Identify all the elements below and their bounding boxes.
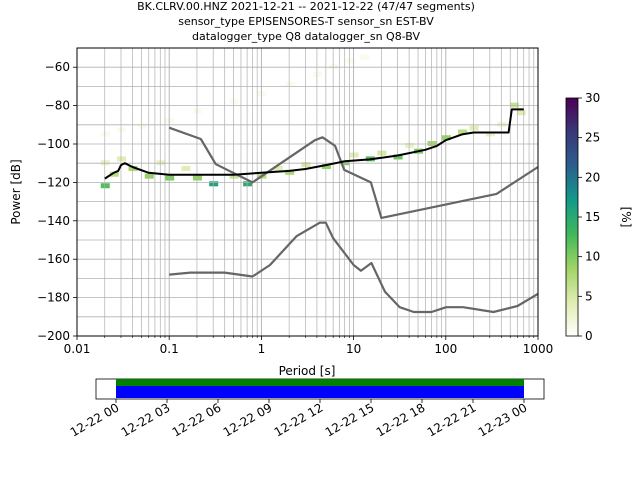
plot-area: 0.01 0.1 1 10 100 1000 −60 −80 −100 −120 −140 −160…: [37, 47, 554, 356]
density-cell-23: [229, 173, 239, 179]
density-cell-7: [285, 81, 295, 87]
density-cell-30: [340, 160, 350, 166]
coverage-tick-label: 12-22 00: [68, 400, 122, 439]
density-cell-13: [100, 183, 110, 189]
y-axis-label: Power [dB]: [9, 159, 23, 224]
density-cell-28: [301, 162, 311, 168]
density-cell-40: [469, 125, 479, 131]
colorbar-tick-label: 5: [585, 289, 593, 303]
x-axis-ticks: 0.01 0.1 1 10 100 1000: [64, 336, 554, 356]
colorbar-tick-label: 30: [585, 91, 600, 105]
density-cell-34: [393, 154, 403, 160]
colorbar-tick-label: 10: [585, 250, 600, 264]
density-cell-38: [441, 135, 451, 141]
chart-title-line-1: BK.CLRV.00.HNZ 2021-12-21 -- 2021-12-22 …: [137, 0, 475, 13]
density-cell-15: [116, 156, 126, 162]
density-cell-41: [485, 131, 495, 137]
density-cell-42: [497, 121, 507, 127]
density-cell-35: [405, 142, 415, 148]
density-cell-8: [312, 71, 322, 77]
x-axis-label: Period [s]: [279, 364, 336, 378]
x-tick-label: 1: [258, 342, 266, 356]
density-cell-5: [229, 98, 239, 104]
density-cell-21: [192, 175, 202, 181]
y-tick-label: −80: [45, 99, 70, 113]
colorbar-ticks: 0 5 10 15 20 25 30: [578, 91, 600, 343]
density-cell-9: [329, 64, 339, 70]
density-cell-29: [321, 164, 331, 170]
density-cell-16: [128, 165, 138, 171]
density-cell-39: [458, 129, 468, 135]
y-tick-label: −160: [37, 252, 70, 266]
colorbar-label: [%]: [619, 207, 633, 228]
x-tick-label: 100: [434, 342, 457, 356]
y-tick-label: −140: [37, 214, 70, 228]
density-cell-17: [144, 173, 154, 179]
coverage-bar-blue: [116, 386, 524, 398]
plot-frame: [76, 47, 539, 337]
mean-curve: [104, 108, 524, 180]
colorbar-tick-label: 0: [585, 329, 593, 343]
curves: [104, 108, 539, 314]
y-tick-label: −60: [45, 60, 70, 74]
coverage-tick-label: 12-22 03: [119, 400, 173, 439]
coverage-tick-label: 12-23 00: [476, 400, 530, 439]
density-cell-33: [377, 150, 387, 156]
nlnm-curve: [169, 221, 539, 314]
chart-title-line-3: datalogger_type Q8 datalogger_sn Q8-BV: [192, 30, 420, 43]
density-cell-12: [100, 160, 110, 166]
density-cell-11: [360, 54, 370, 60]
y-tick-label: −180: [37, 291, 70, 305]
y-tick-label: −120: [37, 175, 70, 189]
colorbar-tick-label: 15: [585, 210, 600, 224]
y-tick-label: −100: [37, 137, 70, 151]
colorbar: [565, 97, 579, 337]
coverage-tick-label: 12-22 12: [272, 400, 326, 439]
density-cells: [100, 54, 526, 189]
coverage-tick-label: 12-22 06: [170, 400, 224, 439]
density-cell-14: [109, 171, 119, 177]
x-tick-label: 0.01: [64, 342, 91, 356]
chart-title-line-2: sensor_type EPISENSORES-T sensor_sn EST-…: [178, 15, 434, 28]
coverage-tick-label: 12-22 18: [374, 400, 428, 439]
density-cell-27: [285, 169, 295, 175]
y-axis-ticks: −60 −80 −100 −120 −140 −160 −180 −200: [37, 60, 77, 343]
density-cell-31: [349, 152, 359, 158]
density-cell-26: [273, 165, 283, 171]
nhnm-curve: [168, 126, 539, 219]
coverage-tick-label: 12-22 21: [425, 400, 479, 439]
y-tick-label: −200: [37, 329, 70, 343]
colorbar-tick-label: 25: [585, 131, 600, 145]
coverage-tick-label: 12-22 15: [323, 400, 377, 439]
density-cell-2: [137, 123, 147, 129]
density-cell-43: [510, 102, 520, 108]
x-tick-label: 1000: [523, 342, 554, 356]
density-cell-19: [165, 175, 175, 181]
density-cell-44: [516, 110, 526, 116]
density-cell-1: [116, 127, 126, 133]
density-cell-24: [243, 181, 253, 187]
x-tick-label: 0.1: [160, 342, 179, 356]
density-cell-3: [165, 117, 175, 123]
density-cell-18: [156, 160, 166, 166]
density-cell-6: [257, 91, 267, 97]
density-cell-4: [192, 108, 202, 114]
density-cell-20: [181, 165, 191, 171]
x-tick-label: 10: [346, 342, 361, 356]
colorbar-tick-label: 20: [585, 170, 600, 184]
coverage-bar-green: [116, 379, 524, 386]
plot-background: [77, 48, 538, 336]
density-cell-22: [209, 181, 219, 187]
density-cell-37: [427, 141, 437, 146]
density-cell-10: [345, 58, 355, 64]
coverage-tick-label: 12-22 09: [221, 400, 275, 439]
density-cell-0: [100, 131, 110, 137]
